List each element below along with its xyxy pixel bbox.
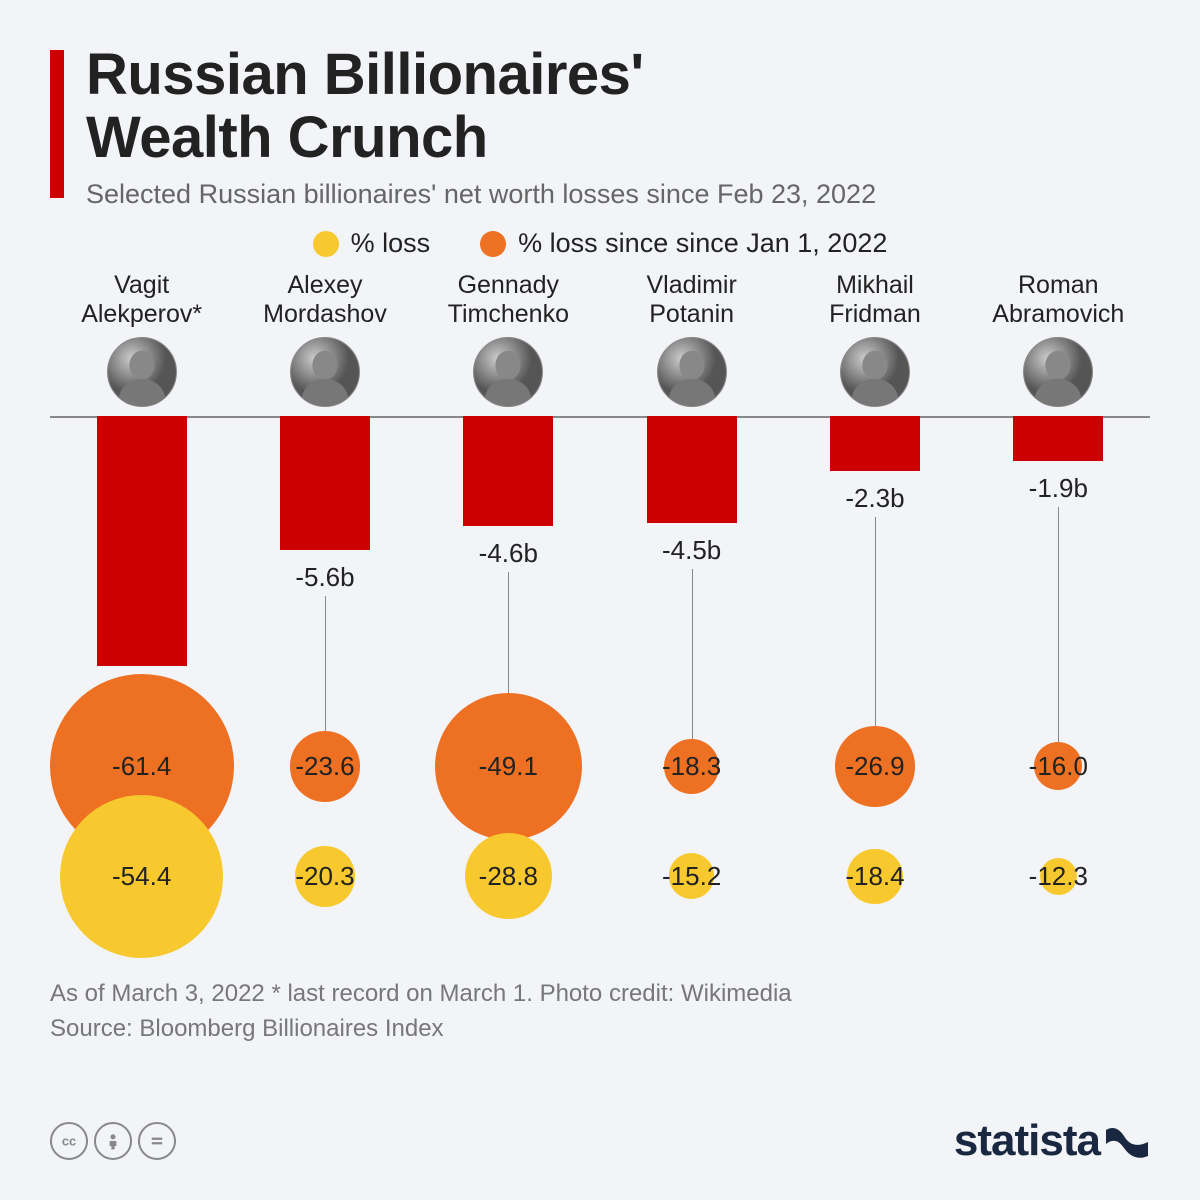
chart-column: VladimirPotanin -4.5b -18.3 -15.2 [600,271,783,971]
avatar [107,337,177,407]
bubble-yellow: -28.8 [465,833,551,919]
connector-line [692,569,693,738]
bubble-yellow: -18.4 [847,849,902,904]
footer: cc statista [50,1116,1150,1166]
svg-text:cc: cc [62,1134,76,1149]
bubble-orange: -18.3 [664,739,719,794]
chart-column: AlexeyMordashov -5.6b -23.6 -20.3 [233,271,416,971]
bubble-orange: -23.6 [290,731,361,802]
legend: % loss % loss since since Jan 1, 2022 [50,228,1150,259]
person-name: AlexeyMordashov [263,271,387,333]
bubble-orange: -49.1 [435,693,582,840]
nd-icon [138,1122,176,1160]
bubble-yellow: -54.4 [60,795,223,958]
cc-icon: cc [50,1122,88,1160]
person-name: RomanAbramovich [992,271,1124,333]
loss-bar [647,416,737,523]
person-name: GennadyTimchenko [448,271,569,333]
avatar [290,337,360,407]
legend-label-orange: % loss since since Jan 1, 2022 [518,228,887,259]
chart-column: GennadyTimchenko -4.6b -49.1-28.8 [417,271,600,971]
title-block: Russian Billionaires' Wealth Crunch Sele… [86,44,1150,210]
person-name: VladimirPotanin [647,271,737,333]
chart-columns: VagitAlekperov* -10.5b -61.4-54.4AlexeyM… [50,271,1150,971]
bubble-yellow: -12.3 [1040,858,1077,895]
chart-column: RomanAbramovich -1.9b -16.0 -12.3 [967,271,1150,971]
bar-group: -5.6b [233,416,416,592]
connector-line [875,517,876,726]
accent-bar [50,50,64,198]
page-title: Russian Billionaires' Wealth Crunch [86,44,1150,169]
person-name: MikhailFridman [829,271,921,333]
bubble-orange: -16.0 [1034,742,1082,790]
avatar [657,337,727,407]
bar-label: -4.5b [662,535,721,566]
legend-item-orange: % loss since since Jan 1, 2022 [480,228,887,259]
person-name: VagitAlekperov* [81,271,202,333]
title-line-1: Russian Billionaires' [86,42,644,107]
bar-group: -10.5b [50,416,233,709]
by-icon [94,1122,132,1160]
bar-group: -1.9b [967,416,1150,504]
loss-bar [830,416,920,471]
chart-column: MikhailFridman -2.3b -26.9 -18.4 [783,271,966,971]
chart-area: VagitAlekperov* -10.5b -61.4-54.4AlexeyM… [50,271,1150,971]
chart-column: VagitAlekperov* -10.5b -61.4-54.4 [50,271,233,971]
bubble-orange: -26.9 [835,726,916,807]
footnote-line-2: Source: Bloomberg Billionaires Index [50,1012,1150,1047]
bar-group: -4.6b [417,416,600,569]
bar-group: -4.5b [600,416,783,566]
license-icons: cc [50,1122,176,1160]
bar-label: -5.6b [295,562,354,593]
loss-bar [97,416,187,666]
legend-dot-yellow [313,231,339,257]
bar-label: -1.9b [1029,473,1088,504]
connector-line [325,596,326,731]
bubble-yellow: -15.2 [669,853,715,899]
legend-item-yellow: % loss [313,228,431,259]
subtitle: Selected Russian billionaires' net worth… [86,179,1150,210]
loss-bar [1013,416,1103,461]
brand-wave-icon [1104,1122,1150,1160]
bar-group: -2.3b [783,416,966,514]
avatar [840,337,910,407]
footnote: As of March 3, 2022 * last record on Mar… [50,977,1150,1047]
bar-label: -4.6b [479,538,538,569]
legend-label-yellow: % loss [351,228,431,259]
avatar [1023,337,1093,407]
connector-line [508,572,509,693]
title-line-2: Wealth Crunch [86,105,488,170]
brand-text: statista [954,1116,1100,1166]
legend-dot-orange [480,231,506,257]
loss-bar [463,416,553,526]
connector-line [1058,507,1059,742]
footnote-line-1: As of March 3, 2022 * last record on Mar… [50,977,1150,1012]
avatar [473,337,543,407]
bubble-yellow: -20.3 [295,846,356,907]
bar-label: -2.3b [845,483,904,514]
header: Russian Billionaires' Wealth Crunch Sele… [50,44,1150,210]
brand-logo: statista [954,1116,1150,1166]
loss-bar [280,416,370,549]
